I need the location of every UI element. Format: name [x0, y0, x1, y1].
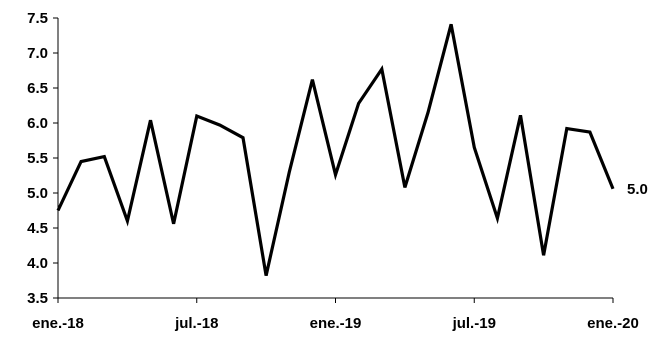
series-line [56, 23, 615, 276]
y-tick-label: 6.5 [27, 80, 48, 97]
x-tick-label: jul.-18 [174, 315, 218, 332]
y-tick-label: 5.5 [27, 150, 48, 167]
x-tick-label: ene.-19 [310, 315, 362, 332]
y-tick-label: 7.0 [27, 45, 48, 62]
y-tick-label: 7.5 [27, 10, 48, 27]
x-tick-label: ene.-18 [32, 315, 84, 332]
y-tick-label: 5.0 [27, 185, 48, 202]
y-axis: 3.5 4.0 4.5 5.0 5.5 6.0 6.5 7.0 7.5 [27, 10, 59, 307]
y-tick-label: 3.5 [27, 290, 48, 307]
y-tick-label: 6.0 [27, 115, 48, 132]
series [56, 23, 615, 276]
x-axis: ene.-18 jul.-18 ene.-19 jul.-19 ene.-20 [32, 297, 639, 332]
x-tick-label: ene.-20 [587, 315, 639, 332]
y-tick-label: 4.0 [27, 255, 48, 272]
y-tick-label: 4.5 [27, 220, 48, 237]
end-value-label: 5.0 [627, 181, 648, 198]
x-tick-label: jul.-19 [452, 315, 496, 332]
